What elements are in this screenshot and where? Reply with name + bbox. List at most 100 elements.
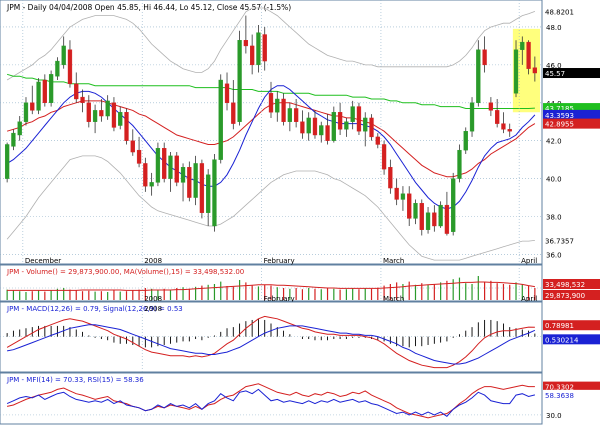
bollinger-bands xyxy=(6,7,536,261)
candle-body xyxy=(394,187,399,200)
candle-body xyxy=(111,102,117,128)
x-tick-label: 2008 xyxy=(144,257,162,265)
candle-body xyxy=(400,193,406,200)
candle-body xyxy=(149,182,154,187)
candle-body xyxy=(218,79,223,160)
price-value-label-1: 45.57 xyxy=(545,70,565,78)
price-x-axis: December 2008 February March April xyxy=(22,0,537,265)
candle-body xyxy=(124,112,129,141)
candle-body xyxy=(281,98,286,122)
macd-lines xyxy=(6,315,536,369)
candle-body xyxy=(199,163,205,213)
candle-body xyxy=(413,203,418,219)
volume-panel: JPM - Volume() = 29,873,900.00, MA(Volum… xyxy=(0,264,600,303)
candle-body xyxy=(99,110,104,117)
candle-body xyxy=(306,117,311,134)
candle-body xyxy=(337,112,343,130)
volume-value-labels: 33,498,532 29,873,900 xyxy=(543,279,600,300)
candle-body xyxy=(118,112,123,126)
candle-body xyxy=(501,123,506,130)
candle-body xyxy=(55,60,60,77)
price-value-label-2: 43.7185 xyxy=(545,105,574,113)
mfi-rsi-series-line-0 xyxy=(6,383,535,419)
candle-body xyxy=(224,83,230,103)
candle-body xyxy=(444,204,450,234)
candle-body xyxy=(438,204,443,227)
candle-body xyxy=(136,149,142,164)
candle-body xyxy=(488,102,494,111)
price-value-label-5: 36.7357 xyxy=(545,237,574,245)
mfi-rsi-value-label-0: 70.3302 xyxy=(545,384,574,392)
volume-ma-line xyxy=(7,281,535,291)
candle-body xyxy=(48,74,54,103)
candle-body xyxy=(325,125,330,141)
mfi-rsi-y-axis: 30.0 xyxy=(546,412,562,420)
candle-body xyxy=(520,41,525,50)
candle-body xyxy=(532,67,538,74)
x-tick-label: March xyxy=(383,257,404,265)
candle-body xyxy=(130,140,135,153)
mfi-rsi-panel: JPM - MFI(14) = 70.33, RSI(15) = 58.36 3… xyxy=(0,372,600,425)
candle-body xyxy=(457,149,462,179)
price-panel-title: JPM - Daily 04/04/2008 Open 45.85, Hi 46… xyxy=(6,3,291,12)
x-tick-label: December xyxy=(25,257,61,265)
candle-body xyxy=(469,102,475,132)
candle-body xyxy=(356,106,362,132)
candle-body xyxy=(495,110,500,124)
mfi-rsi-value-label-0-bg xyxy=(543,381,600,392)
volume-panel-label: JPM - Volume() = 29,873,900.00, MA(Volum… xyxy=(6,268,244,276)
x-tick-label: April xyxy=(521,257,537,265)
volume-value-label-0-bg xyxy=(543,279,600,289)
price-panel: JPM - Daily 04/04/2008 Open 45.85, Hi 46… xyxy=(0,0,600,265)
macd-panel-frame xyxy=(0,301,543,373)
candle-body xyxy=(451,178,456,232)
candle-body xyxy=(425,212,431,230)
candle-body xyxy=(363,117,368,132)
candle-body xyxy=(174,155,179,183)
candle-body xyxy=(231,102,236,124)
price-value-label-0-bg xyxy=(543,6,600,17)
candle-body xyxy=(369,117,374,138)
candle-body xyxy=(375,136,380,145)
mfi-rsi-series-line-1 xyxy=(6,388,536,417)
candle-body xyxy=(350,106,355,122)
volume-value-label-1-bg xyxy=(543,290,600,300)
candle-body xyxy=(256,32,261,66)
mfi-rsi-y-tick-label: 30.0 xyxy=(546,412,562,420)
y-tick-label: 38.0 xyxy=(546,214,562,222)
volume-value-label-0: 33,498,532 xyxy=(545,281,585,289)
candle-body xyxy=(407,193,412,219)
price-candles xyxy=(4,15,538,236)
x-tick-label: 2008 xyxy=(144,295,162,303)
price-value-label-3: 43.3593 xyxy=(545,112,574,120)
macd-value-label-0-bg xyxy=(543,320,600,331)
mfi-rsi-value-label-1-bg xyxy=(543,389,600,400)
candle-body xyxy=(293,108,299,122)
candle-body xyxy=(212,159,217,227)
price-value-label-5-bg xyxy=(543,235,600,246)
candle-body xyxy=(262,34,267,62)
volume-value-label-1: 29,873,900 xyxy=(545,292,585,300)
price-y-axis: 36.038.040.042.044.046.048.0 xyxy=(546,24,562,259)
macd-value-label-0: 0.78981 xyxy=(545,322,574,330)
candle-body xyxy=(381,144,387,170)
bollinger-upper-line xyxy=(6,7,536,81)
price-value-label-0: 48.8201 xyxy=(545,8,574,16)
candle-body xyxy=(80,96,85,103)
x-tick-label: April xyxy=(521,295,537,303)
candle-body xyxy=(155,148,161,183)
candle-body xyxy=(11,132,16,147)
y-tick-label: 46.0 xyxy=(546,62,562,70)
price-value-label-3-bg xyxy=(543,109,600,120)
macd-panel-label: JPM - MACD(12,26) = 0.79, Signal(12,26,9… xyxy=(6,305,183,313)
price-panel-frame xyxy=(0,0,543,265)
candle-body xyxy=(180,167,186,183)
price-value-label-4-bg xyxy=(543,118,600,129)
candle-body xyxy=(331,112,336,141)
bollinger-lower-line xyxy=(6,155,535,261)
candle-body xyxy=(476,49,481,103)
candle-body xyxy=(105,100,110,117)
candle-body xyxy=(319,125,324,136)
